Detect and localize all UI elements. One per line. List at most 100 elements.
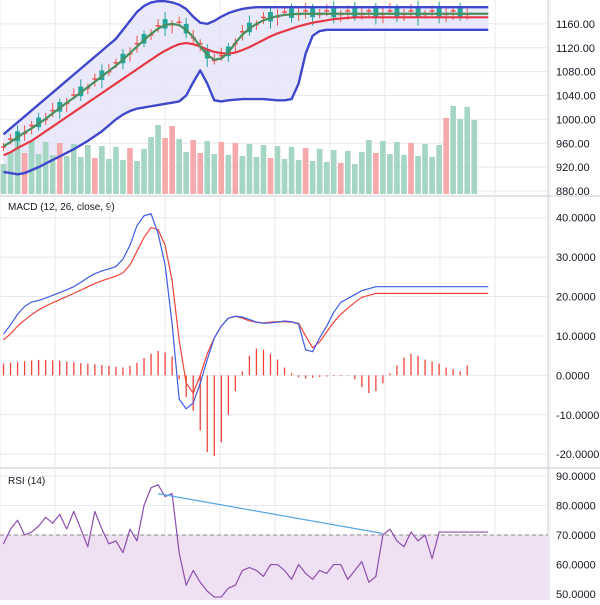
price-axis-tick-label: 1080.00 <box>556 67 596 79</box>
volume-bar <box>457 119 463 194</box>
candle-body <box>261 16 266 19</box>
volume-bar <box>359 152 365 194</box>
candle-body <box>303 10 309 12</box>
volume-bar <box>330 150 337 194</box>
volume-bar <box>408 143 414 194</box>
candle-body <box>282 11 287 13</box>
volume-bar <box>70 144 77 194</box>
volume-bar <box>218 142 225 194</box>
price-axis[interactable]: 1160.00 1120.00 1080.00 1040.00 1000.00 960.0… <box>556 19 599 601</box>
volume-bar <box>162 138 168 194</box>
rsi-axis-tick-label: 90.0000 <box>556 471 596 483</box>
volume-bar <box>366 140 372 194</box>
volume-bar <box>373 153 379 194</box>
candle-body <box>394 7 400 18</box>
candle-body <box>352 7 358 18</box>
rsi-pane-title: RSI (14) <box>8 476 45 487</box>
volume-bar <box>316 149 323 194</box>
volume-bar <box>387 154 393 194</box>
candle-body <box>345 10 351 12</box>
candle-body <box>50 109 56 112</box>
macd-axis-tick-label: -20.0000 <box>556 449 599 461</box>
macd-line <box>3 213 489 410</box>
price-axis-tick-label: 1000.00 <box>556 114 596 126</box>
rsi-axis-tick-label: 80.0000 <box>556 500 596 512</box>
volume-bar <box>394 142 400 194</box>
volume-bar <box>443 118 449 194</box>
volume-bar <box>120 160 126 194</box>
price-axis-tick-label: 1120.00 <box>556 43 595 55</box>
rsi-axis-tick-label: 50.0000 <box>556 589 596 600</box>
volume-bar <box>77 157 84 194</box>
macd-axis-tick-label: 30.0000 <box>556 252 596 264</box>
macd-signal-line <box>3 226 489 394</box>
volume-bar <box>450 106 456 194</box>
rsi-axis-tick-label: 70.0000 <box>556 530 596 542</box>
volume-bar <box>323 162 330 194</box>
candle-body <box>331 7 337 18</box>
volume-bar <box>415 156 421 194</box>
candle-body <box>1 146 6 148</box>
volume-bar <box>106 159 112 194</box>
candle-body <box>429 10 435 12</box>
volume-bar <box>464 107 471 194</box>
volume-bar <box>267 158 274 194</box>
volume-bar <box>429 157 435 194</box>
candle-body <box>92 78 98 80</box>
bollinger-lower-line <box>3 28 489 176</box>
volume-bar <box>211 154 218 194</box>
volume-bar <box>281 159 288 194</box>
candle-body <box>268 11 273 22</box>
macd-axis-tick-label: 10.0000 <box>556 331 596 343</box>
volume-bar <box>169 126 175 194</box>
candle-body <box>324 10 330 12</box>
candle-body <box>408 10 414 12</box>
volume-bar <box>63 156 70 194</box>
candle-body <box>134 42 140 45</box>
price-axis-tick-label: 920.00 <box>556 162 590 174</box>
volume-bar <box>35 154 42 194</box>
volume-bar <box>344 151 351 194</box>
rsi-trend-line <box>157 493 384 535</box>
volume-bar <box>225 155 232 194</box>
bollinger-band-fill <box>3 1 489 175</box>
rsi-axis-tick-label: 60.0000 <box>556 560 596 572</box>
volume-bar <box>92 158 98 194</box>
indicator-bands <box>0 1 548 600</box>
volume-bar <box>274 146 281 194</box>
macd-axis-tick-label: 0.0000 <box>556 370 590 382</box>
candle-body <box>415 7 421 18</box>
volume-bar <box>113 147 119 194</box>
ema-fast-line <box>2 12 489 148</box>
volume-bar <box>190 140 197 194</box>
candle-body <box>218 54 224 57</box>
candle-body <box>29 124 35 127</box>
candle-body <box>387 10 393 12</box>
volume-bar <box>141 149 147 194</box>
volume-bar <box>309 161 316 194</box>
volume-bar <box>148 137 154 194</box>
bollinger-upper-line <box>2 0 489 136</box>
volume-bar <box>183 152 189 194</box>
volume-bar <box>28 141 35 194</box>
rsi-line <box>2 484 489 598</box>
volume-bar <box>49 155 56 194</box>
candle-body <box>239 31 245 33</box>
candle-body <box>366 10 372 12</box>
price-axis-tick-label: 880.00 <box>556 186 590 198</box>
volume-bar <box>99 146 105 194</box>
volume-bar <box>176 139 182 194</box>
price-axis-tick-label: 960.00 <box>556 138 590 150</box>
candle-body <box>197 42 203 45</box>
rsi-band-fill <box>0 535 548 600</box>
candle-body <box>8 138 13 140</box>
macd-axis-tick-label: 20.0000 <box>556 292 596 304</box>
volume-bar <box>351 164 358 194</box>
volume-bar <box>337 163 344 194</box>
candle-body <box>113 62 119 64</box>
candle-body <box>162 19 168 29</box>
volume-bar <box>253 157 260 194</box>
candle-body <box>310 7 316 18</box>
